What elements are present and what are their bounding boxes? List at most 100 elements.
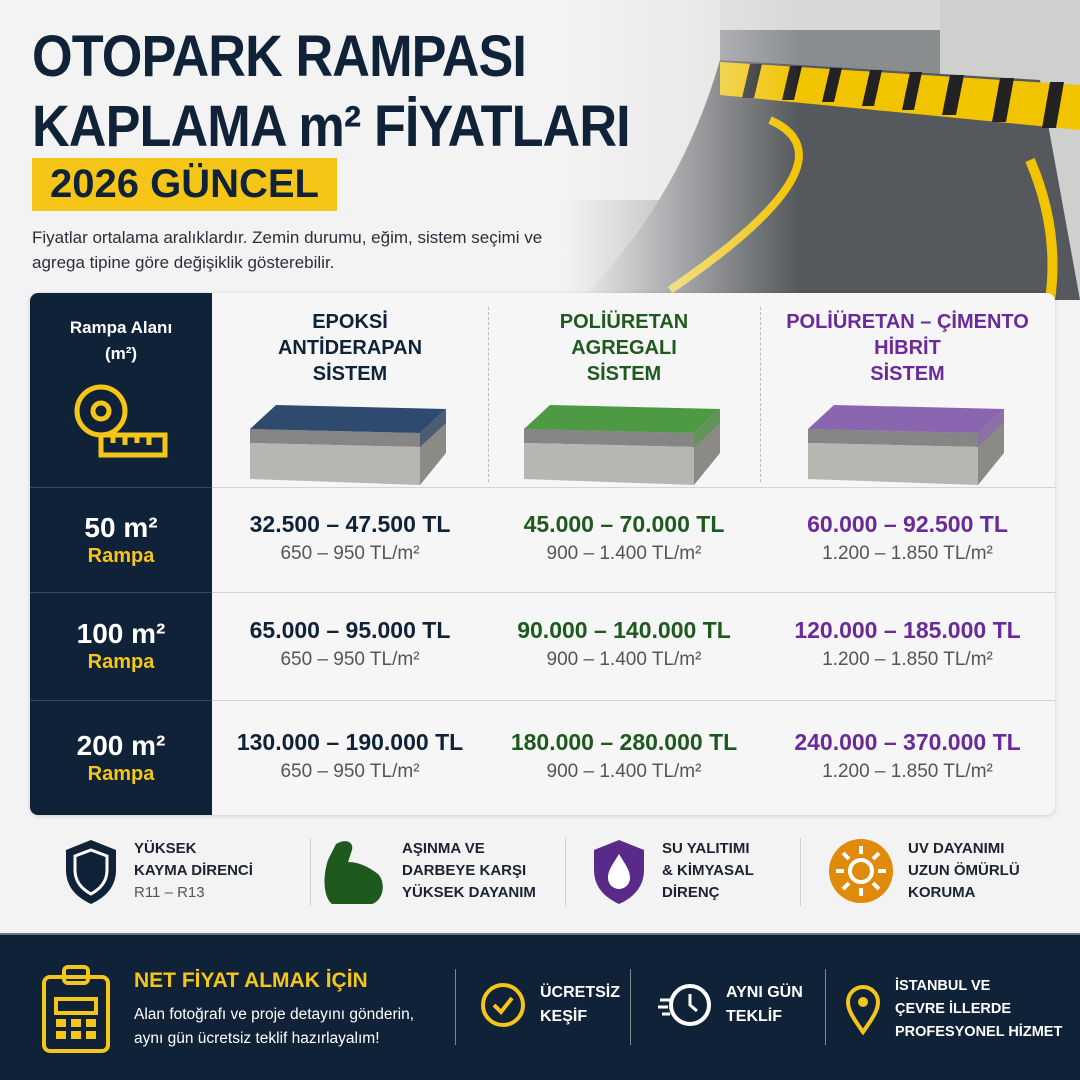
- sun-icon: [829, 839, 893, 903]
- column-title-line2: ANTİDERAPAN: [277, 337, 423, 359]
- shield-icon: [66, 840, 116, 904]
- feature-0: YÜKSEK KAYMA DİRENCİ R11 – R13: [62, 838, 253, 906]
- price-range: 90.000 – 140.000 TL: [517, 617, 731, 643]
- unit-price: 1.200 – 1.850 TL/m²: [822, 760, 993, 782]
- unit-price: 1.200 – 1.850 TL/m²: [822, 542, 993, 564]
- year-badge: 2026 GÜNCEL: [32, 158, 337, 211]
- area-label: Rampa: [87, 651, 155, 673]
- area-unit: (m²): [104, 344, 138, 363]
- feature-line3: R11 – R13: [134, 884, 205, 901]
- free-survey: ÜCRETSİZ KEŞİF: [480, 981, 620, 1029]
- title-line-1: OTOPARK RAMPASI: [32, 24, 527, 89]
- feature-line1: AŞINMA VE: [402, 840, 485, 857]
- feature-line1: UV DAYANIMI: [908, 840, 1005, 857]
- unit-price: 1.200 – 1.850 TL/m²: [822, 649, 993, 670]
- service-line3: PROFESYONEL HİZMET: [895, 1024, 1063, 1040]
- column-title-line3: SİSTEM: [312, 363, 388, 385]
- price-table: Rampa Alanı (m²) EPOKSİ ANTİDERAPAN SİST…: [30, 293, 1055, 815]
- price-cell: 120.000 – 185.000 TL 1.200 – 1.850 TL/m²: [760, 615, 1055, 675]
- price-cell: 32.500 – 47.500 TL 650 – 950 TL/m²: [212, 509, 488, 569]
- price-range: 240.000 – 370.000 TL: [794, 728, 1021, 755]
- column-title-line3: SİSTEM: [870, 363, 945, 385]
- area-value: 100 m²: [76, 618, 166, 649]
- same-day-quote: AYNI GÜN TEKLİF: [658, 981, 803, 1029]
- feature-1: AŞINMA VE DARBEYE KARŞI YÜKSEK DAYANIM: [322, 838, 536, 906]
- price-cell: 65.000 – 95.000 TL 650 – 950 TL/m²: [212, 615, 488, 675]
- price-range: 180.000 – 280.000 TL: [510, 728, 738, 755]
- cta-title: NET FİYAT ALMAK İÇİN: [134, 969, 368, 992]
- coating-sample-tile: [250, 405, 446, 485]
- feature-3: UV DAYANIMI UZUN ÖMÜRLÜ KORUMA: [828, 838, 1020, 904]
- service-area: İSTANBUL VE ÇEVRE İLLERDE PROFESYONEL HİZM…: [845, 975, 1062, 1044]
- price-cell: 240.000 – 370.000 TL 1.200 – 1.850 TL/m²: [760, 727, 1055, 787]
- feature-line3: DİRENÇ: [662, 884, 720, 901]
- feature-line2: & KİMYASAL: [662, 862, 754, 879]
- feature-line3: YÜKSEK DAYANIM: [402, 884, 536, 901]
- feature-2: SU YALITIMI & KİMYASAL DİRENÇ: [590, 838, 754, 906]
- price-range: 120.000 – 185.000 TL: [794, 617, 1021, 643]
- coating-sample-tile: [807, 405, 1004, 485]
- price-range: 45.000 – 70.000 TL: [523, 510, 725, 537]
- column-title-line2: HİBRİT: [874, 337, 941, 359]
- same-day-line1: AYNI GÜN: [726, 984, 803, 1001]
- row-area-0: 50 m² Rampa: [30, 487, 212, 592]
- water-drop-shield-icon: [594, 840, 644, 904]
- column-title-line3: SİSTEM: [586, 363, 662, 385]
- unit-price: 900 – 1.400 TL/m²: [546, 542, 702, 564]
- cta-text-2: aynı gün ücretsiz teklif hazırlayalım!: [134, 1030, 380, 1047]
- unit-price: 650 – 950 TL/m²: [280, 649, 420, 670]
- price-cell: 60.000 – 92.500 TL 1.200 – 1.850 TL/m²: [760, 509, 1055, 569]
- coating-sample-tile: [524, 405, 720, 485]
- area-column-header: Rampa Alanı (m²): [30, 293, 212, 487]
- column-title-line1: EPOKSİ: [312, 311, 388, 333]
- column-title-line2: AGREGALI: [571, 337, 677, 359]
- feature-line2: DARBEYE KARŞI: [402, 862, 527, 879]
- muscle-arm-icon: [324, 841, 383, 904]
- area-label: Rampa: [87, 544, 155, 567]
- unit-price: 900 – 1.400 TL/m²: [546, 760, 702, 782]
- service-line1: İSTANBUL VE: [895, 978, 991, 994]
- photo-fade: [540, 0, 800, 300]
- column-header-0: EPOKSİ ANTİDERAPAN SİSTEM: [212, 293, 488, 487]
- fast-clock-icon: [658, 984, 711, 1026]
- area-value: 50 m²: [84, 511, 158, 543]
- price-range: 130.000 – 190.000 TL: [236, 728, 464, 755]
- area-column: [30, 293, 212, 815]
- price-cell: 180.000 – 280.000 TL 900 – 1.400 TL/m²: [488, 727, 760, 787]
- title-line-2: KAPLAMA m² FİYATLARI: [32, 94, 631, 159]
- location-pin-icon: [845, 984, 881, 1035]
- price-cell: 130.000 – 190.000 TL 650 – 950 TL/m²: [212, 727, 488, 787]
- price-range: 65.000 – 95.000 TL: [249, 617, 451, 643]
- unit-price: 650 – 950 TL/m²: [280, 542, 420, 564]
- subtitle: Fiyatlar ortalama aralıklardır. Zemin du…: [32, 228, 543, 272]
- tape-measure-icon: [74, 384, 168, 458]
- feature-line3: KORUMA: [908, 884, 976, 901]
- feature-line1: YÜKSEK: [134, 840, 197, 857]
- area-label: Rampa: [87, 762, 155, 785]
- column-header-1: POLİÜRETAN AGREGALI SİSTEM: [488, 293, 760, 487]
- clipboard-calculator-icon: [42, 965, 110, 1053]
- cta-text-1: Alan fotoğrafı ve proje detayını gönderi…: [134, 1006, 415, 1023]
- price-cell: 90.000 – 140.000 TL 900 – 1.400 TL/m²: [488, 615, 760, 675]
- unit-price: 650 – 950 TL/m²: [280, 760, 420, 782]
- row-area-2: 200 m² Rampa: [30, 700, 212, 815]
- free-survey-line1: ÜCRETSİZ: [540, 984, 620, 1001]
- feature-line2: KAYMA DİRENCİ: [134, 862, 253, 879]
- price-range: 32.500 – 47.500 TL: [249, 510, 451, 537]
- area-label: Rampa Alanı: [69, 318, 173, 337]
- page-title: OTOPARK RAMPASI KAPLAMA m² FİYATLARI: [32, 22, 631, 162]
- column-title-line1: POLİÜRETAN – ÇİMENTO: [786, 311, 1029, 333]
- feature-line1: SU YALITIMI: [662, 840, 750, 857]
- column-title-line1: POLİÜRETAN: [559, 311, 689, 333]
- price-range: 60.000 – 92.500 TL: [807, 510, 1008, 537]
- unit-price: 900 – 1.400 TL/m²: [546, 649, 702, 670]
- check-circle-icon: [481, 983, 525, 1027]
- feature-line2: UZUN ÖMÜRLÜ: [908, 862, 1020, 879]
- service-line2: ÇEVRE İLLERDE: [895, 1001, 1012, 1017]
- column-header-2: POLİÜRETAN – ÇİMENTO HİBRİT SİSTEM: [760, 293, 1055, 487]
- same-day-line2: TEKLİF: [726, 1008, 782, 1025]
- area-value: 200 m²: [76, 729, 166, 761]
- row-area-1: 100 m² Rampa: [30, 592, 212, 700]
- footer-cta: NET FİYAT ALMAK İÇİN Alan fotoğrafı ve p…: [0, 933, 1080, 1080]
- free-survey-line2: KEŞİF: [540, 1008, 588, 1025]
